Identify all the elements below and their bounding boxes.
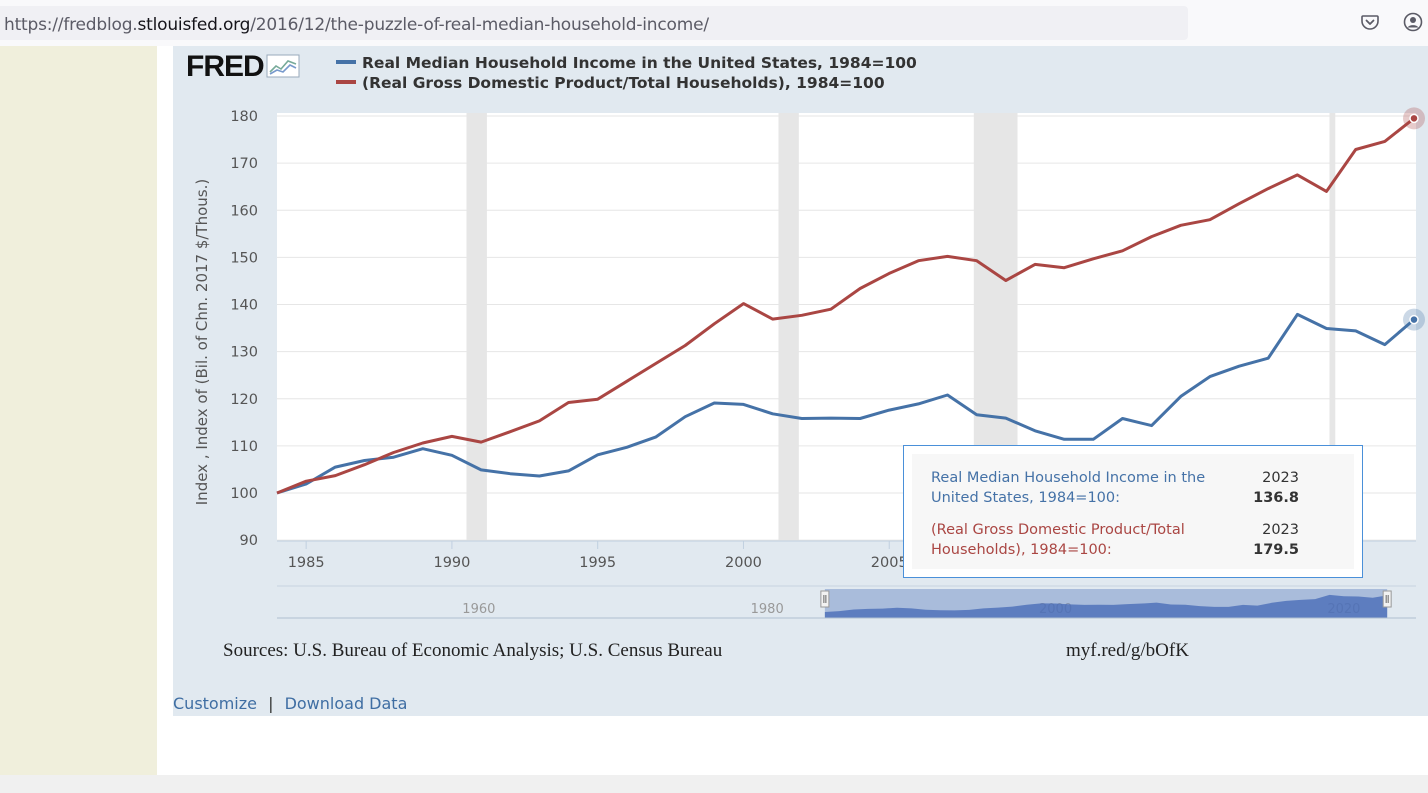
fred-chart-icon: [266, 54, 300, 78]
tooltip-series2-label: (Real Gross Domestic Product/Total House…: [931, 522, 1185, 558]
account-icon[interactable]: [1403, 12, 1423, 32]
chart-tooltip: Real Median Household Income in the Unit…: [903, 445, 1363, 578]
url-field[interactable]: https://fredblog.stlouisfed.org/2016/12/…: [0, 6, 1188, 40]
tooltip-series2-value: 179.5: [1253, 542, 1299, 558]
tooltip-series1-value: 136.8: [1253, 490, 1299, 506]
fred-logo[interactable]: FRED: [186, 50, 300, 84]
pocket-icon[interactable]: [1360, 12, 1380, 32]
legend-series2[interactable]: (Real Gross Domestic Product/Total House…: [336, 74, 885, 92]
legend-series1[interactable]: Real Median Household Income in the Unit…: [336, 54, 917, 72]
download-data-link[interactable]: Download Data: [284, 694, 408, 713]
browser-toolbar: https://fredblog.stlouisfed.org/2016/12/…: [0, 0, 1428, 46]
tooltip-series2-year: 2023: [1262, 522, 1299, 538]
graph-shortlink[interactable]: myf.red/g/bOfK: [1066, 640, 1189, 661]
bottom-bar: [0, 775, 1428, 793]
y-axis-label: Index , Index of (Bil. of Chn. 2017 $/Th…: [193, 178, 211, 506]
graph-links: Customize | Download Data: [173, 694, 407, 713]
customize-link[interactable]: Customize: [173, 694, 257, 713]
link-separator: |: [268, 694, 274, 713]
tooltip-series1-year: 2023: [1262, 470, 1299, 486]
page-sidebar: [0, 46, 157, 775]
graph-sources: Sources: U.S. Bureau of Economic Analysi…: [223, 640, 723, 661]
url-text[interactable]: https://fredblog.stlouisfed.org/2016/12/…: [4, 15, 709, 35]
tooltip-series1-label: Real Median Household Income in the Unit…: [931, 470, 1206, 506]
